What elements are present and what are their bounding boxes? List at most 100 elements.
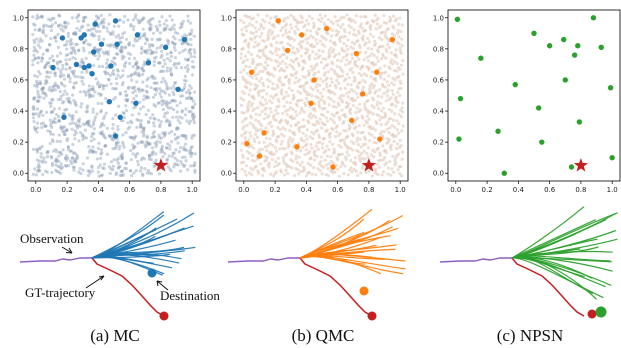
- background-sample: [244, 64, 248, 68]
- background-sample: [249, 104, 253, 108]
- background-sample: [266, 85, 270, 89]
- background-sample: [390, 123, 394, 128]
- background-sample: [116, 127, 120, 132]
- background-sample: [385, 141, 389, 145]
- background-sample: [241, 120, 245, 124]
- background-sample: [373, 42, 378, 46]
- background-sample: [141, 173, 145, 178]
- background-sample: [145, 38, 149, 42]
- background-sample: [244, 116, 248, 120]
- background-sample: [239, 103, 244, 107]
- background-sample: [49, 28, 54, 33]
- background-sample: [145, 51, 149, 55]
- background-sample: [131, 18, 136, 22]
- background-sample: [372, 136, 377, 140]
- background-sample: [397, 113, 401, 117]
- background-sample: [342, 27, 346, 31]
- background-sample: [49, 18, 53, 22]
- background-sample: [58, 74, 62, 78]
- background-sample: [122, 145, 126, 149]
- background-sample: [384, 70, 388, 74]
- destination-label: Destination: [160, 288, 220, 303]
- background-sample: [289, 23, 293, 27]
- background-sample: [347, 153, 351, 157]
- background-sample: [180, 110, 184, 114]
- background-sample: [325, 62, 330, 67]
- background-sample: [355, 84, 359, 88]
- background-sample: [271, 37, 275, 41]
- background-sample: [392, 170, 396, 174]
- background-sample: [315, 62, 319, 66]
- background-sample: [248, 130, 252, 135]
- background-sample: [159, 55, 163, 59]
- background-sample: [158, 125, 162, 129]
- background-sample: [278, 127, 282, 131]
- background-sample: [393, 159, 397, 163]
- background-sample: [348, 107, 353, 111]
- background-sample: [70, 127, 74, 131]
- background-sample: [165, 66, 170, 70]
- background-sample: [320, 146, 324, 150]
- background-sample: [358, 157, 362, 161]
- background-sample: [277, 78, 281, 82]
- background-sample: [176, 31, 180, 36]
- background-sample: [142, 69, 146, 73]
- background-sample: [86, 28, 90, 32]
- background-sample: [281, 33, 285, 38]
- background-sample: [325, 76, 329, 80]
- background-sample: [143, 49, 147, 53]
- background-sample: [190, 145, 194, 149]
- background-sample: [337, 115, 341, 119]
- background-sample: [315, 41, 319, 46]
- background-sample: [282, 48, 286, 52]
- background-sample: [281, 126, 285, 130]
- background-sample: [94, 77, 98, 81]
- background-sample: [56, 97, 61, 102]
- background-sample: [240, 90, 245, 94]
- background-sample: [337, 133, 341, 138]
- background-sample: [258, 113, 262, 117]
- background-sample: [301, 118, 306, 122]
- background-sample: [400, 129, 404, 133]
- background-sample: [106, 29, 110, 33]
- background-sample: [341, 70, 345, 74]
- background-sample: [57, 118, 61, 122]
- background-sample: [383, 64, 387, 68]
- background-sample: [281, 59, 285, 64]
- background-sample: [354, 14, 358, 18]
- background-sample: [32, 96, 36, 100]
- background-sample: [127, 43, 131, 47]
- background-sample: [189, 37, 193, 41]
- background-sample: [394, 55, 398, 59]
- background-sample: [341, 35, 345, 39]
- background-sample: [266, 163, 270, 167]
- background-sample: [384, 113, 388, 118]
- background-sample: [365, 121, 370, 125]
- background-sample: [87, 95, 92, 99]
- background-sample: [322, 66, 326, 70]
- background-sample: [155, 87, 159, 91]
- background-sample: [262, 140, 266, 144]
- background-sample: [96, 16, 101, 21]
- background-sample: [39, 155, 43, 159]
- background-sample: [138, 107, 143, 111]
- background-sample: [175, 110, 179, 114]
- background-sample: [305, 80, 309, 85]
- background-sample: [77, 120, 81, 124]
- background-sample: [376, 50, 381, 54]
- background-sample: [398, 138, 402, 142]
- background-sample: [389, 143, 393, 147]
- background-sample: [323, 158, 327, 162]
- background-sample: [134, 155, 138, 159]
- background-sample: [267, 21, 272, 25]
- background-sample: [270, 44, 274, 48]
- background-sample: [258, 70, 262, 74]
- background-sample: [53, 36, 57, 40]
- background-sample: [277, 104, 281, 108]
- background-sample: [251, 168, 255, 172]
- caption-qmc: (b) QMC: [292, 326, 355, 345]
- background-sample: [246, 156, 250, 161]
- background-sample: [384, 122, 388, 126]
- background-sample: [377, 159, 381, 163]
- background-sample: [160, 99, 164, 103]
